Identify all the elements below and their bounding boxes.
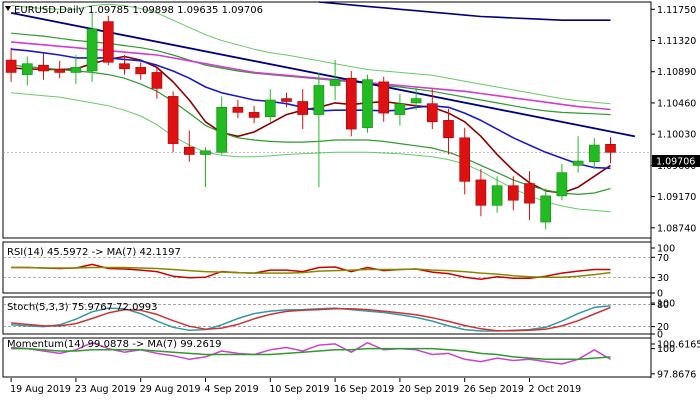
axis-labels: 1.117501.113201.108901.104601.100301.096… — [10, 5, 700, 395]
price-tick-label: 1.10460 — [657, 98, 696, 109]
overlay-ma-long — [318, 1, 611, 21]
candle-body — [572, 160, 584, 166]
candle-body — [102, 21, 114, 63]
candle-body — [297, 101, 309, 115]
rsi-series-0 — [11, 263, 611, 280]
candle-body — [556, 172, 568, 197]
rsi-panel — [3, 256, 651, 280]
price-tick-label: 1.09170 — [657, 192, 696, 203]
overlay-ma-mid — [11, 48, 611, 170]
candle-body — [86, 28, 98, 72]
symbol-label: EURUSD,Daily — [14, 5, 85, 16]
candle-body — [410, 98, 422, 104]
rsi-title: RSI(14) 45.5972 -> MA(7) 42.1197 — [7, 247, 181, 258]
date-tick-label: 19 Aug 2019 — [10, 384, 71, 395]
overlay-band-lower — [11, 64, 611, 195]
candle-body — [54, 69, 66, 73]
candle-body — [281, 98, 292, 102]
candle-body — [524, 183, 535, 204]
candle-body — [540, 195, 552, 223]
candle-body — [248, 112, 260, 118]
rsi-tick-label: 0 — [657, 289, 663, 300]
date-tick-label: 16 Sep 2019 — [334, 384, 394, 395]
collapse-icon — [5, 6, 11, 11]
date-tick-label: 23 Aug 2019 — [75, 384, 136, 395]
candle-body — [459, 137, 471, 182]
trendline — [10, 12, 636, 138]
momentum-series-1 — [11, 347, 611, 361]
rsi-tick-label: 100 — [657, 244, 675, 255]
candle-body — [119, 63, 130, 70]
stoch-series-1 — [11, 306, 611, 332]
date-tick-label: 20 Sep 2019 — [399, 384, 459, 395]
rsi-tick-label: 70 — [657, 253, 669, 264]
candle-body — [216, 106, 228, 153]
stoch-tick-label: 80 — [657, 300, 669, 311]
date-tick-label: 4 Sep 2019 — [205, 384, 259, 395]
candle-body — [491, 185, 503, 206]
price-badge-bg — [652, 155, 700, 167]
candle-body — [426, 103, 438, 123]
price-tick-label: 1.11750 — [657, 5, 696, 16]
momentum-panel — [11, 341, 611, 365]
ohlc-label: 1.09785 1.09898 1.09635 1.09706 — [88, 5, 263, 16]
candle-body — [329, 79, 341, 86]
candle-body — [507, 185, 519, 201]
candle-body — [151, 72, 163, 89]
stoch-tick-label: 100 — [657, 299, 675, 310]
candle-body — [264, 99, 276, 118]
candle-body — [362, 79, 373, 128]
candle-body — [5, 59, 17, 73]
rsi-series-1 — [11, 266, 611, 278]
stoch-tick-label: 0 — [657, 330, 663, 341]
momentum-tick-label: 100 — [657, 344, 675, 355]
candle-body — [200, 150, 211, 155]
candle-body — [167, 96, 179, 144]
candle-body — [345, 77, 357, 130]
momentum-title: Momentum(14) 99.0878 -> MA(7) 99.2619 — [7, 339, 222, 350]
stoch-title: Stoch(5,3,3) 75.9767 72.0993 — [7, 302, 158, 313]
price-tick-label: 1.08740 — [657, 223, 696, 234]
candle-body — [135, 67, 147, 75]
candle-body — [38, 64, 49, 72]
price-tick-label: 1.10030 — [657, 130, 696, 141]
price-badge: 1.09706 — [656, 157, 695, 168]
candle-body — [313, 85, 325, 115]
price-tick-label: 1.10890 — [657, 67, 696, 78]
date-tick-label: 2 Oct 2019 — [529, 384, 582, 395]
candle-body — [183, 146, 195, 155]
candle-body — [605, 144, 616, 153]
candle-body — [475, 179, 487, 206]
candle-body — [394, 103, 406, 115]
date-tick-label: 10 Sep 2019 — [269, 384, 329, 395]
price-panel — [3, 1, 651, 230]
candle-body — [378, 81, 390, 114]
rsi-tick-label: 30 — [657, 273, 669, 284]
momentum-tick-label: 100.6165 — [657, 340, 700, 351]
momentum-tick-label: 97.8676 — [657, 369, 696, 380]
overlay-env-upper — [11, 3, 611, 105]
candle-body — [232, 106, 244, 113]
stoch-tick-label: 20 — [657, 322, 669, 333]
candle-body — [21, 63, 33, 75]
date-tick-label: 26 Sep 2019 — [464, 384, 524, 395]
overlay-ma-slow — [11, 41, 611, 111]
price-tick-label: 1.11320 — [657, 36, 696, 47]
candle-body — [588, 144, 600, 163]
stoch-panel — [3, 304, 651, 332]
date-tick-label: 29 Aug 2019 — [140, 384, 201, 395]
candle-body — [443, 120, 454, 139]
candle-body — [70, 67, 82, 73]
